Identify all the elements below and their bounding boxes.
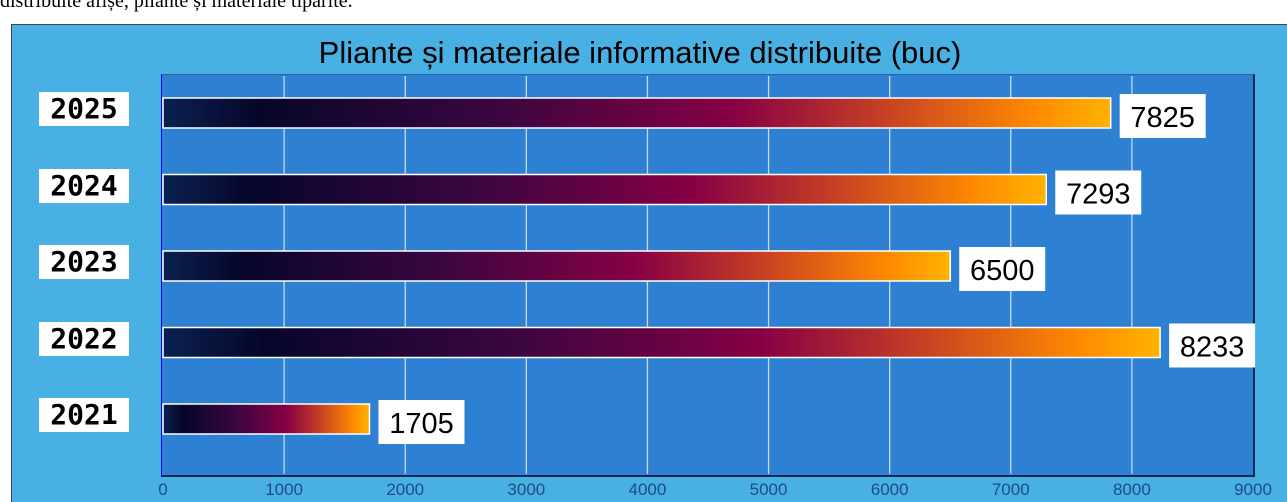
x-tick-label: 0 bbox=[158, 480, 168, 499]
x-tick-label: 9000 bbox=[1234, 480, 1272, 499]
page-top-text: distribuite afișe, pliante și materiale … bbox=[0, 0, 353, 12]
bar-2024 bbox=[162, 173, 1048, 206]
chart-title: Pliante și materiale informative distrib… bbox=[318, 35, 962, 70]
data-label: 7825 bbox=[1130, 102, 1195, 134]
data-label: 6500 bbox=[970, 255, 1035, 287]
data-label-box bbox=[1119, 94, 1206, 138]
x-tick-label: 4000 bbox=[628, 480, 667, 499]
bar-2025 bbox=[162, 97, 1112, 129]
category-label: 2021 bbox=[39, 398, 129, 432]
bar-2022 bbox=[162, 326, 1161, 359]
chart-frame: Pliante și materiale informative distrib… bbox=[11, 24, 1287, 502]
data-label-box bbox=[1169, 323, 1256, 368]
x-tick-label: 5000 bbox=[749, 480, 788, 499]
data-label: 7293 bbox=[1066, 179, 1131, 211]
x-tick-label: 8000 bbox=[1112, 480, 1151, 499]
category-label: 2024 bbox=[39, 168, 129, 203]
bar-2021 bbox=[162, 403, 371, 435]
x-tick-label: 6000 bbox=[870, 480, 909, 499]
data-label: 1705 bbox=[389, 408, 454, 440]
category-label: 2025 bbox=[39, 92, 129, 126]
x-tick-label: 1000 bbox=[265, 480, 304, 499]
x-tick-label: 2000 bbox=[386, 480, 425, 499]
data-label-box bbox=[959, 247, 1046, 291]
category-label: 2022 bbox=[39, 321, 129, 356]
data-label-box bbox=[378, 400, 465, 444]
x-tick-label: 3000 bbox=[507, 480, 546, 499]
chart-svg: 7825 7293 6500 8233 1705 bbox=[162, 76, 1256, 474]
category-label: 2023 bbox=[39, 245, 129, 279]
bar-2023 bbox=[162, 250, 951, 282]
x-tick-label: 7000 bbox=[991, 480, 1030, 499]
data-label: 8233 bbox=[1180, 332, 1245, 364]
data-label-box bbox=[1055, 170, 1142, 215]
